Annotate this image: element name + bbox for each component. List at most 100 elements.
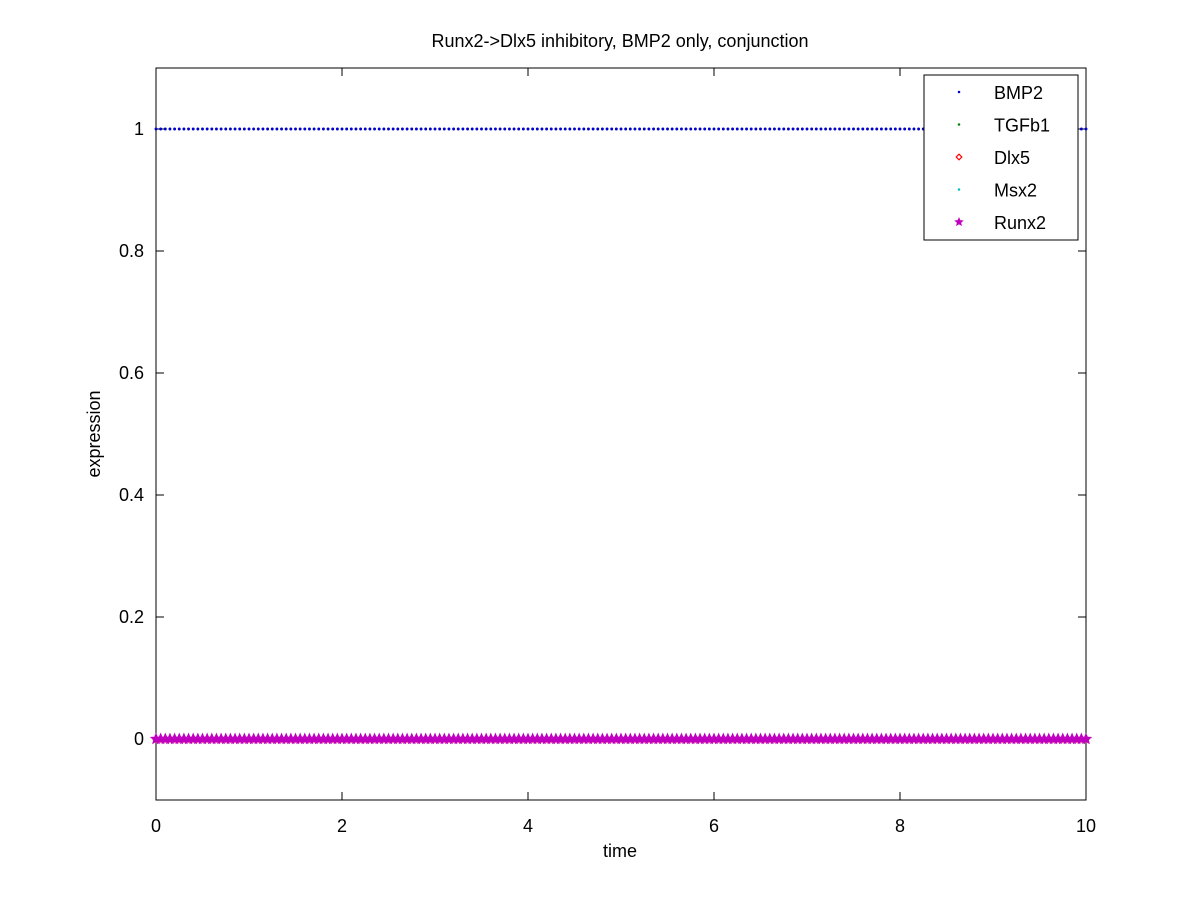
data-point <box>707 127 711 131</box>
data-point <box>256 127 260 131</box>
data-point <box>261 127 265 131</box>
data-point <box>335 127 339 131</box>
data-point <box>693 127 697 131</box>
data-point <box>768 127 772 131</box>
data-point <box>461 127 465 131</box>
data-point <box>791 127 795 131</box>
legend-marker-tgfb1 <box>957 123 961 126</box>
data-point <box>438 127 442 131</box>
legend: BMP2 TGFb1 Dlx5 Msx2 Runx2 <box>923 74 1079 241</box>
data-point <box>280 127 283 131</box>
x-tick-label: 2 <box>337 816 347 836</box>
data-point <box>233 127 237 131</box>
data-point <box>442 127 446 131</box>
data-point <box>559 127 562 131</box>
data-point <box>340 127 344 131</box>
data-point <box>907 127 911 131</box>
data-point <box>796 127 800 131</box>
data-point <box>326 127 330 131</box>
data-point <box>642 127 646 131</box>
data-point <box>498 127 502 131</box>
data-point <box>703 127 707 131</box>
data-point <box>424 127 428 131</box>
data-point <box>675 127 679 131</box>
data-point <box>349 127 353 131</box>
data-point <box>228 127 232 131</box>
data-point <box>312 127 316 131</box>
data-point <box>452 127 456 131</box>
data-point <box>554 127 558 131</box>
data-point <box>605 127 609 131</box>
y-axis-label: expression <box>84 390 104 477</box>
data-point <box>419 127 423 131</box>
data-point <box>159 127 163 131</box>
data-point <box>242 127 246 131</box>
data-point <box>824 127 828 131</box>
data-point <box>294 127 297 131</box>
legend-label-msx2: Msx2 <box>994 181 1037 201</box>
data-point <box>652 127 655 131</box>
data-point <box>805 127 809 131</box>
data-point <box>308 127 311 131</box>
data-point <box>252 127 256 131</box>
data-point <box>298 127 302 131</box>
legend-marker-dlx5 <box>955 153 963 161</box>
data-point <box>345 127 349 131</box>
legend-label-bmp2: BMP2 <box>994 83 1043 103</box>
data-point <box>614 127 618 131</box>
data-point <box>745 127 748 131</box>
data-point <box>545 127 549 131</box>
data-point <box>879 127 883 131</box>
data-point <box>777 127 781 131</box>
y-tick-label: 0 <box>134 729 144 749</box>
data-point <box>503 127 507 131</box>
series-runx2 <box>149 732 1093 745</box>
data-point <box>284 127 288 131</box>
data-point <box>359 127 363 131</box>
data-point <box>247 127 251 131</box>
x-tick-label: 6 <box>709 816 719 836</box>
legend-label-runx2: Runx2 <box>994 213 1046 233</box>
data-point <box>382 127 386 131</box>
data-point <box>387 127 390 131</box>
data-point <box>470 127 474 131</box>
data-point <box>912 127 916 131</box>
y-tick-label: 0.6 <box>119 363 144 383</box>
data-point <box>549 127 553 131</box>
legend-marker-msx2 <box>957 188 961 191</box>
data-point <box>680 127 683 131</box>
data-point <box>721 127 725 131</box>
data-point <box>917 127 921 131</box>
data-point <box>689 127 693 131</box>
data-point <box>466 127 469 131</box>
data-point <box>842 127 846 131</box>
data-point <box>670 127 674 131</box>
data-point <box>354 127 358 131</box>
data-point <box>866 127 869 131</box>
data-point <box>1084 127 1088 131</box>
data-point <box>507 127 511 131</box>
data-point <box>684 127 688 131</box>
data-point <box>870 127 874 131</box>
data-point <box>215 127 218 131</box>
data-point <box>238 127 242 131</box>
data-point <box>480 127 483 131</box>
data-point <box>187 127 190 131</box>
data-point <box>224 127 228 131</box>
legend-label-tgfb1: TGFb1 <box>994 116 1050 136</box>
data-point <box>810 127 814 131</box>
data-point <box>512 127 516 131</box>
data-point <box>521 127 525 131</box>
data-point <box>661 127 665 131</box>
data-point <box>391 127 395 131</box>
data-point <box>456 127 460 131</box>
data-point <box>638 127 642 131</box>
data-point <box>712 127 716 131</box>
data-point <box>396 127 400 131</box>
data-point <box>177 127 181 131</box>
data-point <box>828 127 832 131</box>
data-point <box>847 127 851 131</box>
data-point <box>526 127 530 131</box>
data-point <box>786 127 790 131</box>
